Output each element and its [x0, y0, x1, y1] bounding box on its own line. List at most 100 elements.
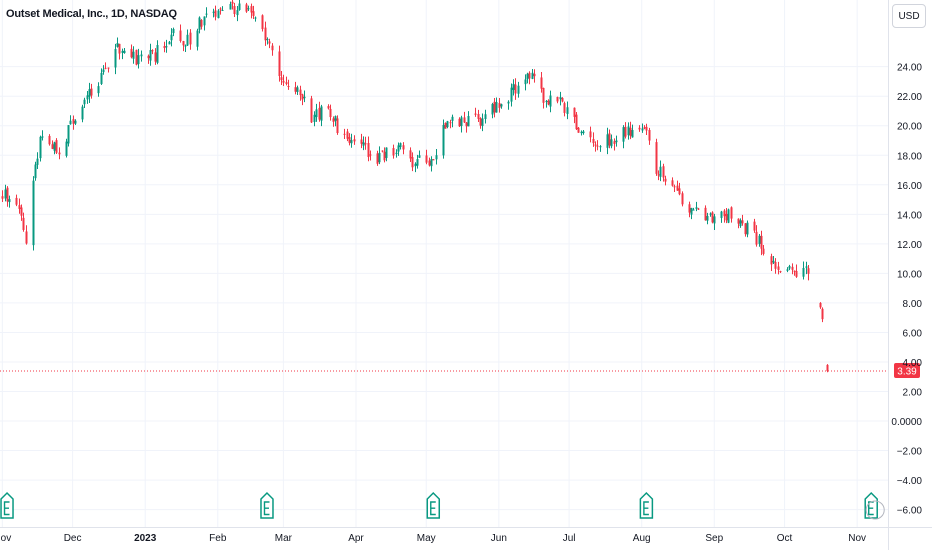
- candle-body: [1, 196, 4, 199]
- candle-body: [97, 86, 100, 94]
- candle-body: [151, 50, 154, 52]
- candle-body: [360, 139, 363, 144]
- candle-body: [826, 364, 829, 371]
- candle-body: [299, 89, 302, 96]
- candle-body: [416, 159, 419, 166]
- candle-body: [329, 108, 332, 118]
- candle-body: [444, 122, 447, 129]
- candle-body: [606, 134, 609, 148]
- earnings-e-icon[interactable]: [864, 491, 885, 520]
- candle-body: [74, 120, 77, 124]
- candle-body: [116, 43, 119, 47]
- candle-body: [786, 269, 789, 271]
- candle-body: [378, 152, 381, 163]
- candle-body: [458, 118, 461, 127]
- candle-body: [418, 155, 421, 158]
- candle-body: [753, 221, 756, 231]
- candle-body: [132, 51, 135, 59]
- x-tick-label: 2023: [134, 533, 157, 544]
- candle-body: [221, 10, 224, 12]
- candle-body: [294, 87, 297, 92]
- candle-body: [573, 107, 576, 117]
- currency-button[interactable]: USD: [892, 4, 926, 28]
- candle-body: [594, 144, 597, 146]
- candle-body: [245, 4, 248, 12]
- candle-body: [495, 102, 498, 113]
- candle-body: [688, 204, 691, 213]
- candle-body: [369, 154, 372, 156]
- candle-body: [624, 126, 627, 137]
- candle-body: [676, 185, 679, 191]
- candle-body: [168, 41, 171, 45]
- candle-body: [547, 100, 550, 105]
- candle-body: [18, 205, 21, 209]
- y-tick-label: 10.00: [897, 269, 922, 280]
- candle-body: [479, 118, 482, 126]
- candle-body: [8, 199, 11, 203]
- candle-body: [592, 138, 595, 144]
- earnings-e-icon[interactable]: [260, 491, 274, 519]
- candle-body: [25, 231, 28, 244]
- candle-body: [556, 96, 559, 102]
- candle-body: [184, 45, 187, 47]
- candle-body: [760, 235, 763, 249]
- candle-body: [48, 135, 51, 145]
- candle-body: [362, 142, 365, 146]
- candle-body: [807, 268, 810, 274]
- candle-body: [442, 124, 445, 156]
- candle-body: [55, 140, 58, 153]
- price-axis[interactable]: 24.00 22.00 20.00 18.00 16.00 14.00 12.00 10.00…: [891, 63, 922, 517]
- last-price-label: 3.39: [897, 366, 917, 377]
- earnings-e-icon[interactable]: [639, 491, 654, 519]
- candle-body: [755, 231, 758, 245]
- candle-body: [762, 248, 765, 254]
- earnings-e-glyph: [430, 501, 436, 516]
- candle-body: [282, 80, 285, 83]
- candle-body: [772, 260, 775, 263]
- candle-body: [704, 207, 707, 221]
- candle-body: [41, 136, 44, 138]
- candle-body: [770, 256, 773, 265]
- y-tick-label: 22.00: [897, 92, 922, 103]
- candle-body: [507, 101, 510, 104]
- candle-body: [383, 151, 386, 161]
- earnings-e-icon[interactable]: [0, 491, 14, 519]
- candle-body: [217, 10, 220, 19]
- candle-body: [758, 235, 761, 244]
- candle-body: [252, 11, 255, 16]
- candle-body: [334, 116, 337, 121]
- earnings-e-glyph: [643, 501, 649, 516]
- time-axis[interactable]: Nov Dec 2023 Feb Mar Apr May Jun Jul Aug Sep Oct Nov: [0, 533, 866, 544]
- candle-body: [428, 160, 431, 166]
- candle-body: [739, 220, 742, 227]
- candle-body: [353, 139, 356, 142]
- candle-body: [336, 118, 339, 134]
- candle-body: [430, 158, 433, 167]
- candle-body: [613, 141, 616, 144]
- candle-body: [432, 159, 435, 161]
- candle-body: [261, 15, 264, 30]
- candle-body: [435, 155, 438, 160]
- candle-body: [123, 50, 126, 54]
- candle-body: [51, 144, 54, 149]
- candle-body: [179, 30, 182, 42]
- earnings-e-icon[interactable]: [426, 491, 441, 519]
- y-tick-label: 2.00: [903, 388, 923, 399]
- candle-body: [4, 189, 7, 199]
- candle-body: [671, 180, 674, 186]
- candle-body: [231, 1, 234, 4]
- candle-body: [512, 83, 515, 90]
- earnings-upcoming-ring: [865, 500, 885, 520]
- candle-body: [723, 210, 726, 217]
- candle-body: [542, 87, 545, 103]
- candle-body: [662, 166, 665, 178]
- candle-body: [460, 117, 463, 127]
- earnings-e-glyph: [263, 501, 270, 516]
- x-tick-label: Nov: [0, 533, 11, 544]
- candle-body: [320, 106, 323, 121]
- candle-body: [156, 45, 159, 63]
- candle-body: [67, 125, 70, 144]
- candle-body: [20, 207, 23, 216]
- candle-body: [32, 180, 35, 246]
